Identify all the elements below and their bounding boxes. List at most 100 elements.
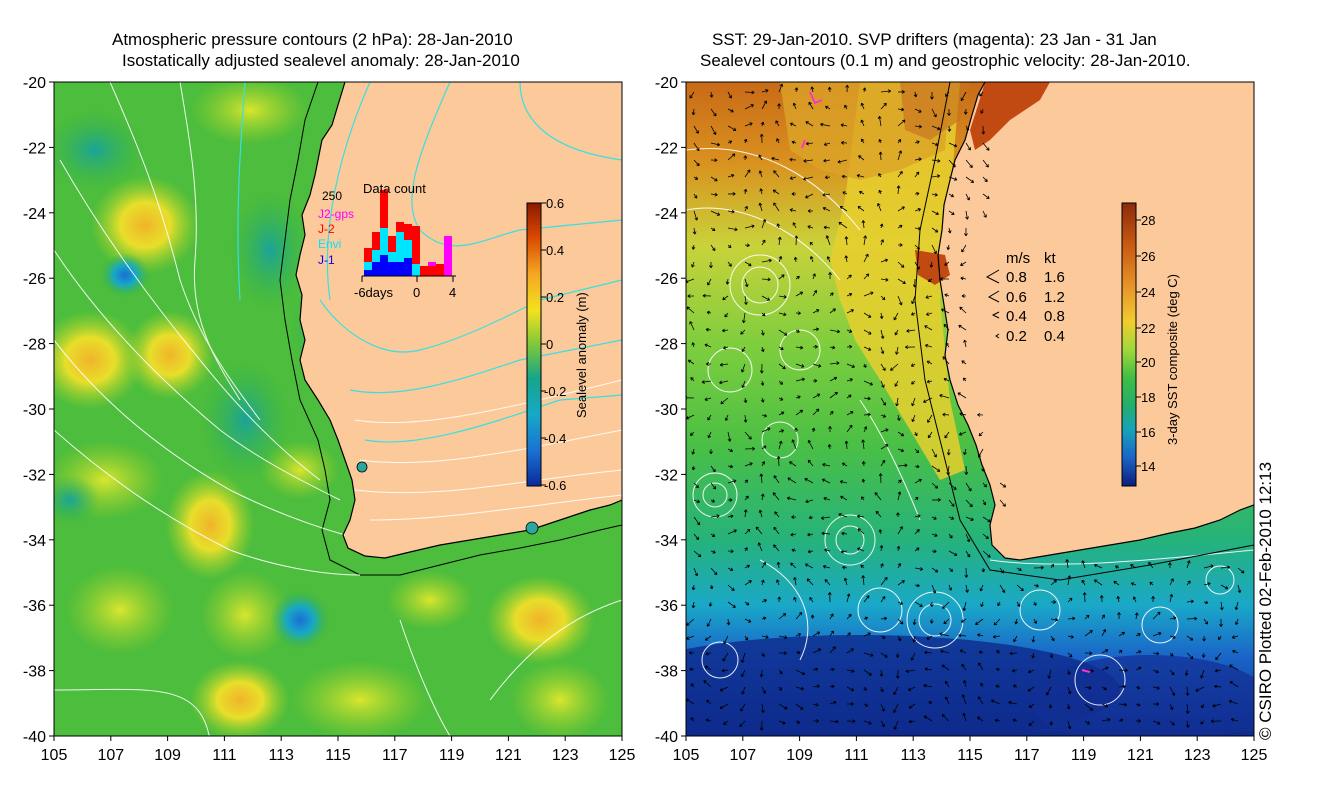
velocity-arrow (960, 261, 967, 266)
velocity-arrow (880, 595, 886, 603)
velocity-arrow (931, 174, 941, 178)
velocity-arrow (924, 667, 933, 672)
velocity-arrow (744, 635, 749, 641)
velocity-arrow (710, 192, 718, 197)
sst-tick-0: 28 (1141, 213, 1155, 228)
velocity-arrow (825, 235, 831, 246)
velocity-arrow (846, 363, 855, 368)
velocity-arrow (982, 176, 988, 183)
velocity-arrow (1214, 684, 1222, 689)
left-ytick-label: -40 (23, 729, 46, 746)
velocity-arrow (924, 325, 933, 331)
velocity-arrow (823, 225, 831, 230)
velocity-arrow (743, 138, 748, 144)
velocity-arrow (778, 274, 785, 280)
velocity-arrow (841, 462, 848, 467)
velocity-arrow (776, 138, 780, 144)
velocity-arrow (924, 650, 933, 655)
velocity-arrow (776, 223, 781, 229)
velocity-arrow (822, 462, 831, 467)
velocity-arrow (897, 139, 902, 144)
velocity-arrow (1152, 720, 1161, 725)
velocity-arrow (914, 208, 921, 212)
velocity-arrow (761, 652, 765, 657)
velocity-arrow (758, 154, 763, 161)
velocity-arrow (1050, 579, 1057, 586)
velocity-arrow (1169, 652, 1174, 657)
velocity-arrow (761, 219, 767, 229)
velocity-arrow (861, 220, 866, 229)
velocity-arrow (897, 526, 903, 535)
velocity-arrow (691, 601, 696, 609)
velocity-arrow (812, 344, 818, 349)
velocity-arrow (897, 431, 905, 437)
sst-tick-4: 20 (1141, 355, 1155, 370)
left-xtick-label: 109 (154, 747, 181, 764)
sst-tick-6: 16 (1141, 425, 1155, 440)
velocity-arrow (1186, 652, 1194, 660)
velocity-arrow (914, 601, 923, 607)
velocity-arrow (761, 427, 771, 433)
velocity-arrow (820, 516, 831, 520)
velocity-arrow (1067, 597, 1073, 603)
velocity-arrow (812, 702, 819, 707)
velocity-arrow (947, 227, 952, 234)
velocity-arrow (1012, 718, 1018, 723)
velocity-arrow (914, 244, 920, 250)
velocity-arrow (863, 363, 867, 368)
velocity-arrow (977, 412, 984, 417)
velocity-arrow (931, 497, 941, 502)
velocity-arrow (962, 601, 967, 612)
velocity-arrow (778, 397, 784, 401)
velocity-arrow (812, 290, 818, 297)
velocity-arrow (693, 516, 701, 526)
velocity-arrow (795, 669, 806, 675)
velocity-arrow (727, 479, 737, 484)
velocity-arrow (880, 102, 887, 110)
velocity-arrow (931, 125, 941, 131)
velocity-arrow (706, 618, 712, 627)
velocity-arrow (691, 448, 696, 455)
velocity-arrow (1169, 669, 1175, 676)
velocity-arrow (947, 125, 952, 132)
velocity-arrow (965, 142, 971, 151)
velocity-arrow (965, 516, 974, 521)
velocity-arrow (795, 633, 802, 637)
velocity-arrow (1101, 629, 1107, 637)
velocity-arrow (897, 261, 905, 268)
velocity-arrow (846, 613, 852, 620)
velocity-arrow (803, 176, 814, 181)
velocity-arrow (744, 495, 749, 501)
velocity-arrow (863, 329, 872, 335)
velocity-arrow (725, 278, 730, 285)
velocity-arrow (931, 567, 939, 573)
velocity-arrow (744, 547, 748, 552)
velocity-arrow (897, 448, 905, 453)
velocity-arrow (704, 665, 712, 671)
velocity-arrow (896, 545, 901, 552)
velocity-arrow (827, 444, 832, 450)
velocity-arrow (1118, 702, 1127, 707)
velocity-arrow (702, 293, 712, 298)
velocity-arrow (942, 412, 950, 417)
velocity-arrow (761, 703, 765, 713)
velocity-arrow (944, 680, 950, 688)
velocity-arrow (739, 720, 746, 728)
velocity-arrow (722, 295, 729, 301)
velocity-arrow (878, 473, 883, 484)
velocity-arrow (926, 312, 933, 316)
velocity-arrow (822, 192, 831, 197)
velocity-arrow (829, 361, 840, 366)
velocity-arrow (777, 103, 781, 110)
velocity-arrow (704, 635, 712, 641)
velocity-arrow (1203, 618, 1209, 625)
velocity-arrow (795, 345, 804, 350)
velocity-arrow (1169, 593, 1174, 603)
velocity-arrow (862, 87, 867, 93)
velocity-arrow (828, 426, 832, 433)
velocity-arrow (791, 439, 797, 450)
velocity-arrow (911, 295, 916, 305)
velocity-arrow (863, 595, 870, 603)
velocity-arrow (761, 561, 767, 569)
